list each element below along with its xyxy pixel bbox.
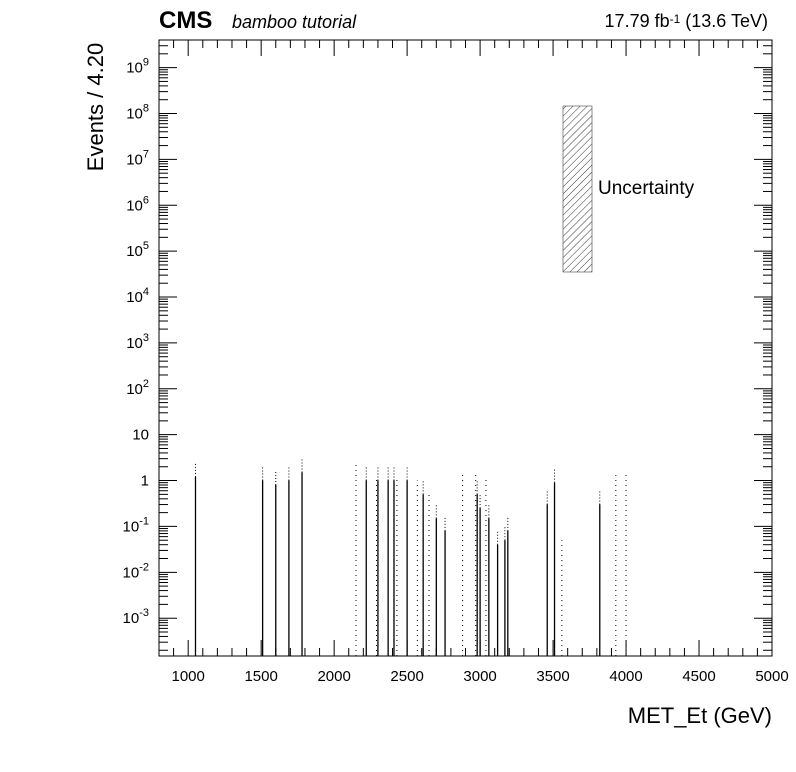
y-tick-label: 10-1 [123, 515, 149, 535]
axis-ticks [158, 39, 773, 656]
plot-frame [158, 39, 773, 657]
y-tick-label: 102 [126, 378, 149, 398]
y-tick-label: 107 [126, 148, 149, 168]
x-tick-label: 3500 [536, 668, 569, 685]
x-tick-label: 5000 [755, 668, 788, 685]
lumi-value: 17.79 fb [604, 11, 670, 31]
x-tick-label: 2500 [390, 668, 423, 685]
lumi-label: 17.79 fb-1 (13.6 TeV) [605, 12, 768, 30]
x-tick-label: 1000 [172, 668, 205, 685]
legend-uncertainty-swatch [562, 105, 593, 273]
y-tick-label: 10-3 [123, 607, 149, 627]
y-tick-label: 106 [126, 194, 149, 214]
axis-tick-labels: 1000 1500 2000 2500 3000 3500 4000 4500 5000 10-3… [123, 57, 789, 685]
uncertainty-bars [355, 462, 627, 656]
y-tick-label: 109 [126, 57, 149, 77]
x-tick-label: 2000 [317, 668, 350, 685]
y-tick-label: 105 [126, 240, 149, 260]
y-tick-label: 103 [126, 332, 149, 352]
subtitle-label: bamboo tutorial [232, 12, 357, 32]
legend-uncertainty-label: Uncertainty [598, 178, 695, 199]
y-tick-label: 10-2 [123, 561, 149, 581]
x-tick-label: 3000 [463, 668, 496, 685]
y-tick-label: 10 [132, 427, 149, 444]
x-axis-label: MET_Et (GeV) [627, 703, 772, 728]
y-tick-label: 1 [141, 473, 149, 490]
energy-value: (13.6 TeV) [680, 11, 768, 31]
y-tick-label: 108 [126, 103, 149, 123]
x-tick-label: 4500 [682, 668, 715, 685]
y-axis-label: Events / 4.20 [83, 42, 108, 172]
x-tick-label: 1500 [244, 668, 277, 685]
y-tick-label: 104 [126, 286, 149, 306]
lumi-exponent: -1 [669, 12, 681, 26]
x-tick-label: 4000 [609, 668, 642, 685]
data-bars [194, 458, 601, 656]
experiment-label: CMS [159, 7, 213, 34]
